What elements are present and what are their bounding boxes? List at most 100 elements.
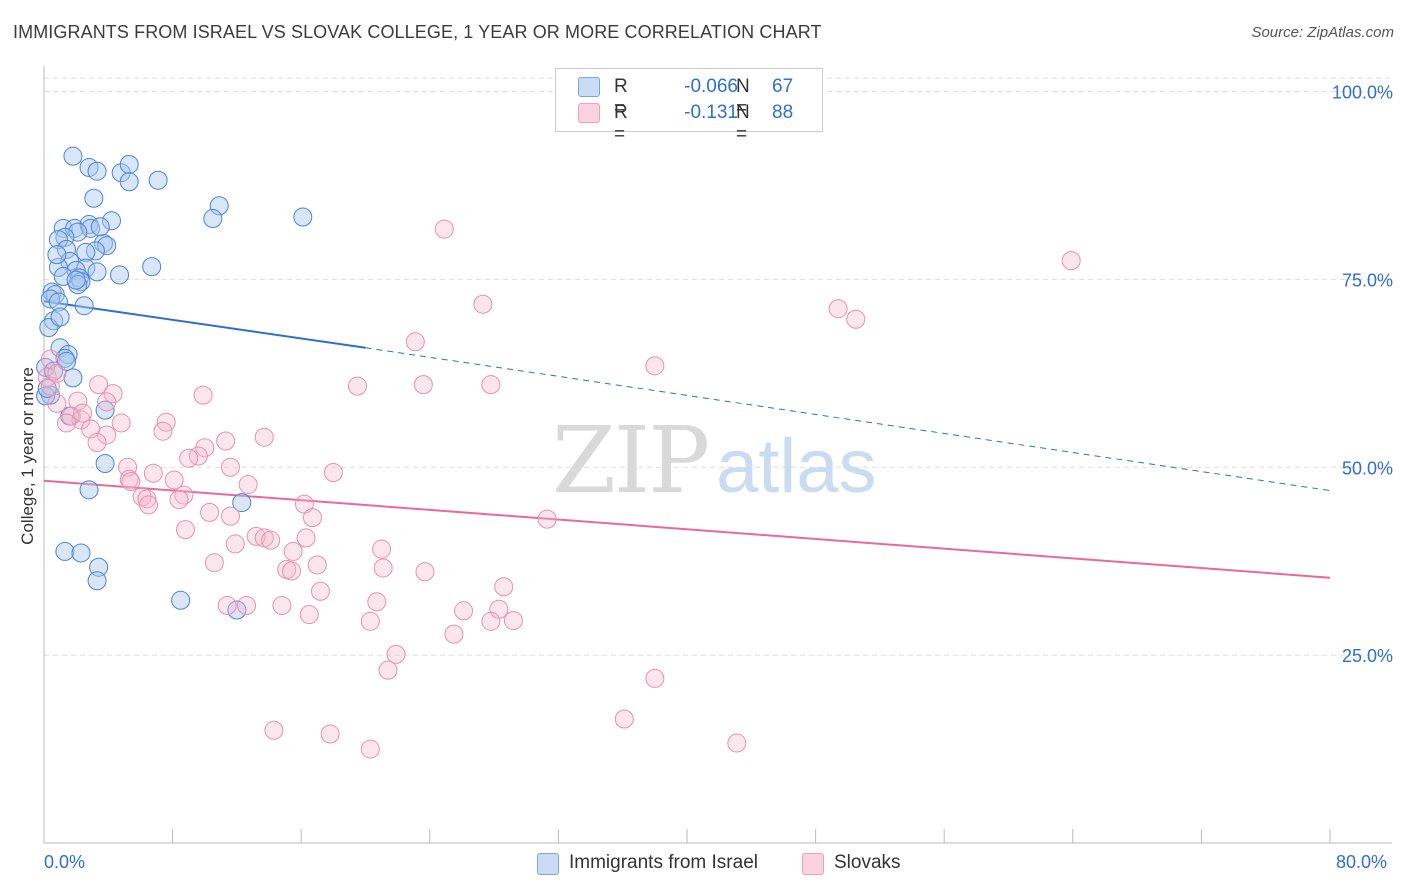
y-tick-label: 25.0%	[1342, 646, 1393, 666]
israel-point	[66, 270, 86, 290]
israel-point	[74, 296, 94, 316]
slovak-point	[254, 427, 274, 447]
trend-lines	[43, 300, 1331, 579]
legend-r-value: -0.066	[684, 76, 738, 97]
israel-point	[84, 188, 104, 208]
slovak-point	[264, 720, 284, 740]
slovak-point	[481, 375, 501, 395]
slovak-point	[481, 611, 501, 631]
israel-trend-extension	[365, 347, 1331, 492]
slovak-trend-line	[43, 479, 1331, 579]
slovak-point	[503, 611, 523, 631]
slovak-point	[386, 644, 406, 664]
slovak-point	[323, 463, 343, 483]
y-tick-labels: 25.0% 50.0% 75.0% 100.0%	[1332, 83, 1393, 667]
israel-point	[119, 172, 139, 192]
israel-point	[57, 239, 77, 259]
israel-point	[95, 454, 115, 474]
slovak-point	[137, 489, 157, 509]
slovak-point	[225, 534, 245, 554]
slovak-point	[220, 506, 240, 526]
bottom-legend-swatch-slovaks	[802, 853, 824, 875]
slovak-point	[282, 561, 302, 581]
israel-point	[55, 541, 75, 561]
gridlines	[44, 77, 1392, 656]
slovak-point	[217, 596, 237, 616]
y-tick-label: 100.0%	[1332, 83, 1393, 103]
slovak-point	[1061, 251, 1081, 271]
slovak-point	[405, 332, 425, 352]
bottom-legend-label-israel: Immigrants from Israel	[569, 852, 758, 873]
slovak-point	[360, 739, 380, 759]
israel-point	[63, 146, 83, 166]
israel-point	[119, 154, 139, 174]
israel-point	[87, 262, 107, 282]
legend-r-value: -0.131	[684, 102, 738, 123]
slovak-point	[310, 581, 330, 601]
israel-point	[44, 311, 64, 331]
slovak-point	[73, 403, 93, 423]
bottom-legend-label-slovaks: Slovaks	[834, 852, 901, 873]
israel-point	[50, 307, 70, 327]
slovak-point	[444, 624, 464, 644]
slovak-point	[645, 668, 665, 688]
watermark-zip: ZIP	[552, 407, 708, 514]
israel-point	[68, 222, 88, 242]
israel-point	[95, 400, 115, 420]
slovak-point	[121, 472, 141, 492]
israel-point	[148, 170, 168, 190]
slovak-point	[193, 385, 213, 405]
slovak-point	[40, 376, 60, 396]
israel-point	[203, 209, 223, 229]
slovak-point	[216, 431, 236, 451]
israel-point	[48, 230, 68, 250]
slovak-point	[89, 375, 109, 395]
slovak-point	[97, 425, 117, 445]
slovak-point	[299, 605, 319, 625]
slovak-point	[494, 577, 514, 597]
slovak-point	[220, 457, 240, 477]
chart-title: IMMIGRANTS FROM ISRAEL VS SLOVAK COLLEGE…	[13, 22, 822, 42]
legend-swatch-slovaks	[578, 103, 600, 123]
slovak-point	[378, 660, 398, 680]
slovak-point	[237, 596, 257, 616]
slovak-point	[473, 294, 493, 314]
slovak-point	[537, 509, 557, 529]
slovak-point	[246, 526, 266, 546]
slovak-point	[87, 432, 107, 452]
slovak-point	[153, 421, 173, 441]
slovak-point	[307, 555, 327, 575]
israel-point	[171, 590, 191, 610]
slovak-point	[272, 596, 292, 616]
slovak-point	[57, 413, 77, 433]
israel-point	[142, 257, 162, 277]
legend-r-label: R =	[614, 76, 628, 119]
israel-point	[37, 378, 57, 398]
bottom-legend-swatch-israel	[537, 853, 559, 875]
slovak-point	[296, 528, 316, 548]
israel-point	[110, 265, 130, 285]
israel-point	[48, 292, 68, 312]
israel-point	[79, 480, 99, 500]
israel-point	[93, 233, 113, 253]
legend-n-label: N =	[736, 102, 750, 145]
slovak-point	[434, 219, 454, 239]
slovak-point	[614, 709, 634, 729]
israel-point	[76, 242, 96, 262]
israel-point	[227, 600, 247, 620]
israel-point	[87, 571, 107, 591]
slovak-point	[302, 508, 322, 528]
legend-r-label: R =	[614, 102, 628, 145]
legend-n-value: 67	[772, 76, 794, 97]
slovak-point	[138, 495, 158, 515]
slovak-point	[828, 299, 848, 319]
slovak-point	[118, 457, 138, 477]
y-tick-label: 75.0%	[1342, 270, 1393, 290]
slovak-point	[175, 520, 195, 540]
slovak-point	[111, 413, 131, 433]
slovak-point	[347, 376, 367, 396]
x-tick-label-min: 0.0%	[44, 852, 86, 872]
slovak-point	[143, 463, 163, 483]
slovak-point	[47, 393, 67, 413]
